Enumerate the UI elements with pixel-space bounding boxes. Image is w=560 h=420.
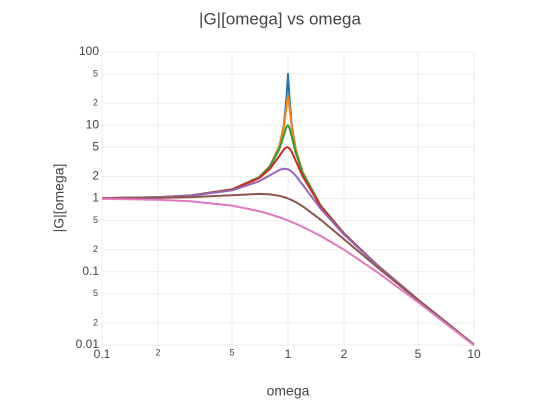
series-line xyxy=(101,197,475,347)
x-axis-label: omega xyxy=(267,383,310,399)
x-tick-label: 10 xyxy=(467,347,481,361)
x-tick-label: 1 xyxy=(285,347,292,361)
y-tick-label: 2 xyxy=(92,169,99,183)
y-tick-label: 0.1 xyxy=(82,264,99,278)
y-tick-label: 5 xyxy=(93,215,98,225)
x-tick-label: 5 xyxy=(415,347,422,361)
y-tick-label: 5 xyxy=(92,139,99,153)
x-tick-label: 0.1 xyxy=(94,347,111,361)
y-axis-label: |G|[omega] xyxy=(51,164,67,233)
y-tick-label: 0.01 xyxy=(76,337,100,351)
y-tick-label: 2 xyxy=(93,244,98,254)
y-tick-label: 100 xyxy=(79,44,99,58)
chart-title: |G|[omega] vs omega xyxy=(199,9,361,28)
x-tick-label: 2 xyxy=(155,347,160,357)
y-tick-label: 2 xyxy=(93,98,98,108)
x-tick-label: 2 xyxy=(341,347,348,361)
series-line xyxy=(101,192,475,346)
y-tick-label: 5 xyxy=(93,288,98,298)
x-tick-label: 5 xyxy=(230,347,235,357)
plot-lines xyxy=(101,73,475,347)
y-tick-label: 2 xyxy=(93,317,98,327)
y-tick-label: 1 xyxy=(92,191,99,205)
y-tick-label: 5 xyxy=(93,68,98,78)
series-line xyxy=(101,167,475,346)
y-tick-label: 10 xyxy=(86,117,100,131)
